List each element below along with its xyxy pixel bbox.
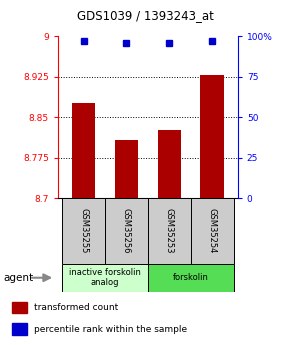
- Text: inactive forskolin
analog: inactive forskolin analog: [69, 268, 141, 287]
- FancyBboxPatch shape: [148, 198, 191, 264]
- Text: GSM35255: GSM35255: [79, 208, 88, 254]
- Text: GSM35256: GSM35256: [122, 208, 131, 254]
- Bar: [72, 103, 95, 198]
- Text: agent: agent: [3, 273, 33, 283]
- Text: percentile rank within the sample: percentile rank within the sample: [35, 325, 188, 334]
- Bar: [157, 130, 181, 198]
- Bar: [115, 140, 138, 198]
- FancyBboxPatch shape: [148, 264, 233, 292]
- Bar: [12, 302, 27, 313]
- Bar: [12, 323, 27, 335]
- FancyBboxPatch shape: [105, 198, 148, 264]
- FancyBboxPatch shape: [62, 198, 105, 264]
- FancyBboxPatch shape: [191, 198, 233, 264]
- Text: GSM35253: GSM35253: [165, 208, 174, 254]
- Text: forskolin: forskolin: [173, 273, 209, 282]
- Bar: [200, 75, 224, 198]
- FancyBboxPatch shape: [62, 264, 148, 292]
- Text: GDS1039 / 1393243_at: GDS1039 / 1393243_at: [77, 9, 213, 22]
- Text: transformed count: transformed count: [35, 303, 119, 312]
- Text: GSM35254: GSM35254: [208, 208, 217, 254]
